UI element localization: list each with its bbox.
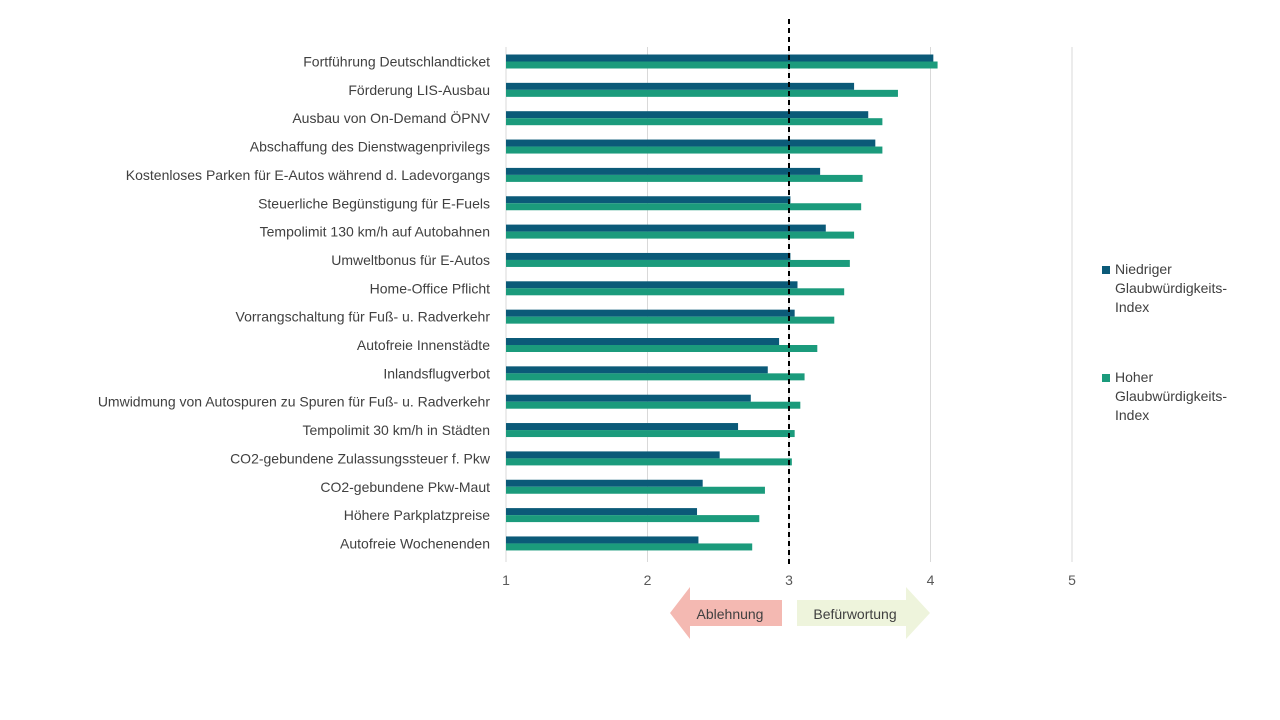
bar-low-credibility: [506, 196, 791, 204]
bar-low-credibility: [506, 139, 876, 147]
annotation-arrows: Ablehnung Befürwortung: [670, 587, 930, 639]
category-label: Höhere Parkplatzpreise: [344, 507, 491, 523]
approval-arrow: [797, 587, 930, 639]
x-tick-label: 5: [1068, 572, 1076, 588]
legend-line: Niedriger: [1115, 261, 1172, 277]
bar-low-credibility: [506, 366, 768, 374]
category-label: Vorrangschaltung für Fuß- u. Radverkehr: [236, 309, 491, 325]
bar-high-credibility: [506, 430, 795, 438]
bar-low-credibility: [506, 536, 699, 544]
bar-low-credibility: [506, 423, 739, 431]
bar-high-credibility: [506, 61, 938, 69]
legend-line: Glaubwürdigkeits-: [1115, 280, 1228, 296]
x-tick-label: 4: [927, 572, 935, 588]
category-label: Umwidmung von Autospuren zu Spuren für F…: [98, 394, 491, 410]
bar-low-credibility: [506, 54, 934, 62]
legend-line: Index: [1115, 407, 1150, 423]
category-label: Kostenloses Parken für E-Autos während d…: [126, 167, 490, 183]
category-label: CO2-gebundene Zulassungssteuer f. Pkw: [230, 450, 491, 466]
bar-high-credibility: [506, 543, 753, 551]
bar-high-credibility: [506, 373, 805, 381]
category-labels: Fortführung Deutschlandticket Förderung L…: [98, 54, 491, 552]
legend-label-high: Hoher Glaubwürdigkeits- Index: [1115, 368, 1255, 425]
category-label: Inlandsflugverbot: [383, 365, 490, 381]
category-label: Umweltbonus für E-Autos: [331, 252, 490, 268]
bar-low-credibility: [506, 167, 821, 175]
category-label: Steuerliche Begünstigung für E-Fuels: [258, 195, 490, 211]
legend-swatch-high: [1102, 374, 1110, 382]
bars: [506, 54, 938, 551]
bar-low-credibility: [506, 451, 720, 459]
category-label: Tempolimit 30 km/h in Städten: [302, 422, 490, 438]
bar-high-credibility: [506, 401, 801, 409]
rejection-arrow: [670, 587, 782, 639]
bar-high-credibility: [506, 146, 883, 154]
legend-item-high: Hoher Glaubwürdigkeits- Index: [1102, 368, 1272, 425]
bar-high-credibility: [506, 203, 862, 211]
x-axis-ticks: 1 2 3 4 5: [502, 572, 1076, 588]
bar-low-credibility: [506, 508, 698, 516]
x-tick-label: 1: [502, 572, 510, 588]
bar-high-credibility: [506, 118, 883, 126]
bar-low-credibility: [506, 224, 826, 232]
x-tick-label: 3: [785, 572, 793, 588]
bar-low-credibility: [506, 479, 703, 487]
bar-high-credibility: [506, 316, 835, 324]
bar-high-credibility: [506, 458, 792, 466]
bar-low-credibility: [506, 309, 795, 317]
bar-low-credibility: [506, 252, 791, 260]
category-label: Home-Office Pflicht: [370, 280, 490, 296]
bar-high-credibility: [506, 174, 863, 182]
legend-label-low: Niedriger Glaubwürdigkeits- Index: [1115, 260, 1255, 317]
bar-high-credibility: [506, 231, 855, 239]
category-label: Autofreie Wochenenden: [340, 535, 490, 551]
rejection-label: Ablehnung: [697, 606, 764, 622]
category-label: Förderung LIS-Ausbau: [348, 82, 490, 98]
legend-item-low: Niedriger Glaubwürdigkeits- Index: [1102, 260, 1272, 317]
bar-high-credibility: [506, 345, 818, 352]
legend-line: Glaubwürdigkeits-: [1115, 388, 1228, 404]
category-label: Fortführung Deutschlandticket: [303, 54, 490, 70]
x-tick-label: 2: [644, 572, 652, 588]
gridlines: [505, 47, 1073, 562]
bar-high-credibility: [506, 89, 898, 97]
bar-low-credibility: [506, 338, 780, 345]
category-label: CO2-gebundene Pkw-Maut: [320, 479, 490, 495]
category-label: Tempolimit 130 km/h auf Autobahnen: [260, 224, 490, 240]
approval-label: Befürwortung: [813, 606, 896, 622]
bar-high-credibility: [506, 515, 760, 523]
category-label: Abschaffung des Dienstwagenprivilegs: [250, 139, 490, 155]
bar-high-credibility: [506, 259, 850, 267]
bar-low-credibility: [506, 82, 855, 90]
bar-low-credibility: [506, 394, 751, 402]
category-label: Autofreie Innenstädte: [357, 337, 490, 353]
bar-low-credibility: [506, 111, 869, 119]
legend-line: Index: [1115, 299, 1150, 315]
legend-swatch-low: [1102, 266, 1110, 274]
bar-high-credibility: [506, 486, 765, 494]
category-label: Ausbau von On-Demand ÖPNV: [292, 109, 490, 126]
legend: Niedriger Glaubwürdigkeits- Index Hoher …: [1102, 260, 1272, 425]
bar-low-credibility: [506, 281, 798, 289]
legend-line: Hoher: [1115, 369, 1154, 385]
bar-high-credibility: [506, 288, 845, 296]
